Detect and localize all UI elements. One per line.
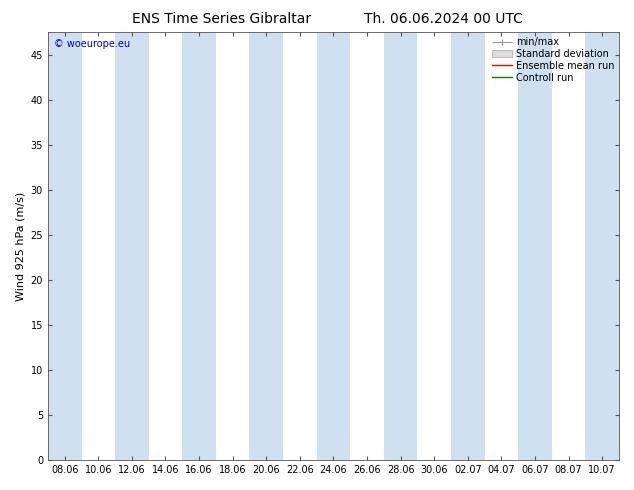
Text: Th. 06.06.2024 00 UTC: Th. 06.06.2024 00 UTC: [365, 12, 523, 26]
Bar: [585, 32, 619, 460]
Legend: min/max, Standard deviation, Ensemble mean run, Controll run: min/max, Standard deviation, Ensemble me…: [489, 34, 617, 86]
Y-axis label: Wind 925 hPa (m/s): Wind 925 hPa (m/s): [15, 192, 25, 301]
Bar: [48, 32, 82, 460]
Bar: [115, 32, 149, 460]
Text: ENS Time Series Gibraltar: ENS Time Series Gibraltar: [133, 12, 311, 26]
Bar: [249, 32, 283, 460]
Bar: [451, 32, 484, 460]
Bar: [183, 32, 216, 460]
Text: © woeurope.eu: © woeurope.eu: [54, 39, 130, 49]
Bar: [384, 32, 417, 460]
Bar: [316, 32, 350, 460]
Bar: [518, 32, 552, 460]
